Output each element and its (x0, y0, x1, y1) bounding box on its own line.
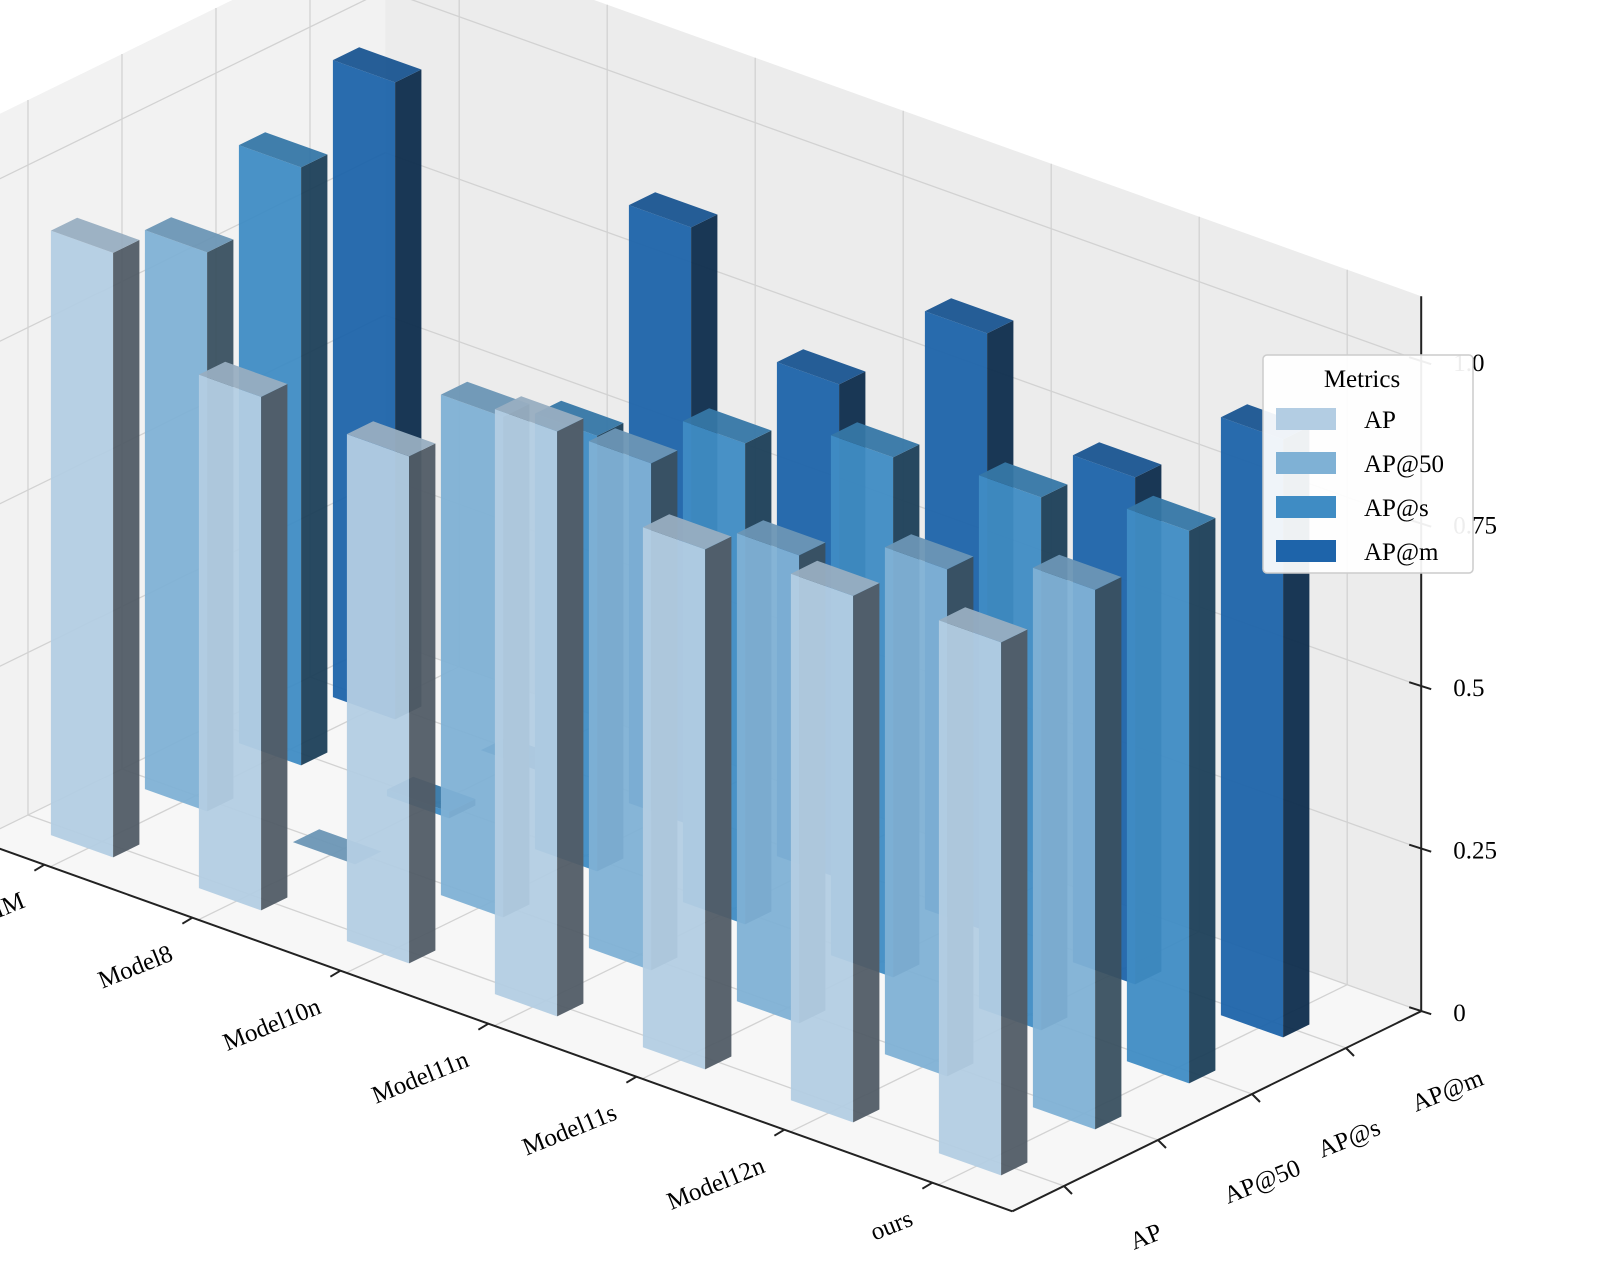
bar-front-face (884, 547, 948, 1077)
y-tick-label: AP@s (1314, 1114, 1384, 1163)
bar-front-face (1032, 567, 1096, 1130)
legend-swatch-AP@m (1276, 540, 1336, 562)
legend-label: AP@50 (1364, 451, 1444, 478)
x-tick-label: ours (867, 1205, 917, 1246)
bar-top-face (924, 298, 1014, 334)
z-tick-mark (1408, 681, 1432, 691)
legend-swatch-AP@s (1276, 496, 1336, 518)
y-axis-line (1011, 1010, 1422, 1213)
y-tick-mark (1345, 1047, 1355, 1057)
bar-top-face (346, 421, 436, 457)
bar-side-face (113, 240, 140, 858)
legend-label: AP@s (1364, 495, 1429, 522)
y-tick-label: AP@m (1408, 1064, 1488, 1117)
bar-top-face (884, 534, 974, 570)
bar-front-face (938, 620, 1002, 1176)
bars (50, 47, 1310, 1176)
bar-AP@50-ours (1032, 554, 1122, 1130)
x-tick-label: Model10n (219, 993, 325, 1057)
bar-side-face (1095, 577, 1122, 1130)
bar-front-face (790, 573, 854, 1123)
bar-AP-Model11n (494, 396, 584, 1017)
x-tick-label: DEIM (0, 887, 29, 936)
y-tick-mark (1251, 1093, 1261, 1103)
bar-top-face (642, 514, 732, 550)
bar-top-face (332, 47, 422, 83)
x-tick-mark (33, 863, 45, 872)
bar-top-face (628, 192, 718, 228)
x-tick-mark (329, 969, 341, 978)
bar-top-face (50, 217, 140, 253)
z-tick-label: 0 (1453, 1000, 1466, 1027)
bar-side-face (409, 443, 436, 964)
bar-front-face (144, 230, 208, 812)
bar-AP-DEIM (50, 217, 140, 858)
bar-front-face (494, 409, 558, 1017)
bar-top-face (1032, 554, 1122, 590)
bar-front-face (198, 374, 262, 911)
bar-AP-Model12n (790, 560, 880, 1123)
bar-top-face (198, 361, 288, 397)
bar-side-face (1189, 518, 1216, 1084)
bar-top-face (144, 217, 234, 253)
bar-top-face (736, 520, 826, 556)
legend-swatch-AP (1276, 408, 1336, 430)
bar-side-face (705, 536, 732, 1070)
bar-side-face (301, 154, 328, 766)
bar-top-face (682, 408, 772, 444)
x-tick-label: Model11n (368, 1046, 473, 1109)
bar-side-face (261, 384, 288, 911)
y-tick-mark (1063, 1185, 1073, 1195)
bar-front-face (440, 394, 504, 918)
z-tick-mark (1408, 1006, 1432, 1016)
bar-front-face (346, 434, 410, 964)
bar-AP-ours (938, 607, 1028, 1176)
bar-top-face (776, 349, 866, 385)
z-tick-label: 0.25 (1453, 838, 1497, 865)
bar-AP-Model8 (198, 361, 288, 911)
bar-top-face (978, 462, 1068, 498)
bar-top-face (938, 607, 1028, 643)
bar-front-face (736, 533, 800, 1024)
x-tick-label: Model8 (94, 940, 176, 994)
y-tick-label: AP@50 (1220, 1155, 1304, 1210)
bar-front-face (588, 441, 652, 971)
legend-title: Metrics (1324, 366, 1400, 393)
x-tick-mark (773, 1128, 785, 1137)
bar-side-face (853, 583, 880, 1123)
x-tick-mark (181, 916, 193, 925)
x-axis-line (0, 847, 1013, 1213)
bar-top-face (1072, 442, 1162, 478)
bar-side-face (1001, 629, 1028, 1176)
bar-side-face (557, 418, 584, 1017)
legend: Metrics AP AP@50 AP@s AP@m (1262, 354, 1474, 574)
bar-top-face (494, 396, 584, 432)
z-tick-mark (1408, 843, 1432, 853)
legend-swatch-AP@50 (1276, 452, 1336, 474)
bar-front-face (1126, 508, 1190, 1084)
bar-front-face (50, 230, 114, 858)
grid-line-z (0, 0, 367, 180)
bar-top-face (830, 422, 920, 458)
bar-AP-Model11s (642, 514, 732, 1070)
bar-AP-Model10n (346, 421, 436, 964)
legend-label: AP@m (1364, 539, 1439, 566)
legend-label: AP (1364, 407, 1396, 434)
x-tick-mark (477, 1022, 489, 1031)
bar-AP@s-ours (1126, 495, 1216, 1084)
x-tick-mark (625, 1075, 637, 1084)
bar-top-face (588, 428, 678, 464)
x-tick-label: Model12n (663, 1152, 769, 1216)
y-tick-mark (1157, 1139, 1167, 1149)
y-tick-label: AP (1126, 1219, 1166, 1256)
bar-top-face (1126, 495, 1216, 531)
bar-top-face (790, 560, 880, 596)
z-tick-label: 0.5 (1453, 675, 1484, 702)
bar-top-face (238, 132, 328, 168)
x-tick-mark (921, 1181, 933, 1190)
bar-front-face (642, 527, 706, 1070)
x-tick-label: Model11s (519, 1099, 621, 1161)
bar-side-face (1283, 426, 1310, 1038)
